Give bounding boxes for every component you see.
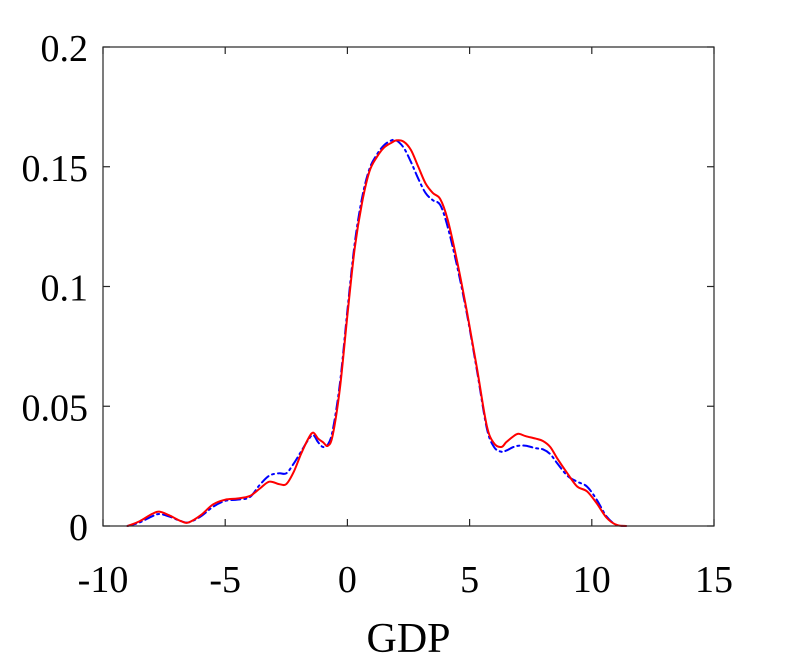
series-line-2 [126, 139, 628, 527]
plot-area-frame [102, 46, 715, 527]
y-tick-label: 0.1 [41, 268, 89, 310]
series-lines [126, 138, 628, 527]
y-tick-label: 0.05 [22, 387, 89, 429]
x-tick-label: 0 [338, 559, 357, 601]
axis-ticks [102, 46, 715, 527]
x-tick-label: 15 [695, 559, 733, 601]
y-tick-label: 0.15 [22, 148, 89, 190]
x-tick-label: 10 [573, 559, 611, 601]
x-tick-label: 5 [460, 559, 479, 601]
x-tick-label: -5 [209, 559, 241, 601]
y-tick-label: 0 [69, 507, 88, 549]
series-line-1 [126, 138, 628, 527]
x-axis-label: GDP [366, 616, 450, 662]
axis-tick-labels: -10 -5 0 5 10 15 0 0.05 0.1 0.15 0.2 [22, 28, 734, 601]
x-tick-label: -10 [78, 559, 129, 601]
y-tick-label: 0.2 [41, 28, 89, 70]
